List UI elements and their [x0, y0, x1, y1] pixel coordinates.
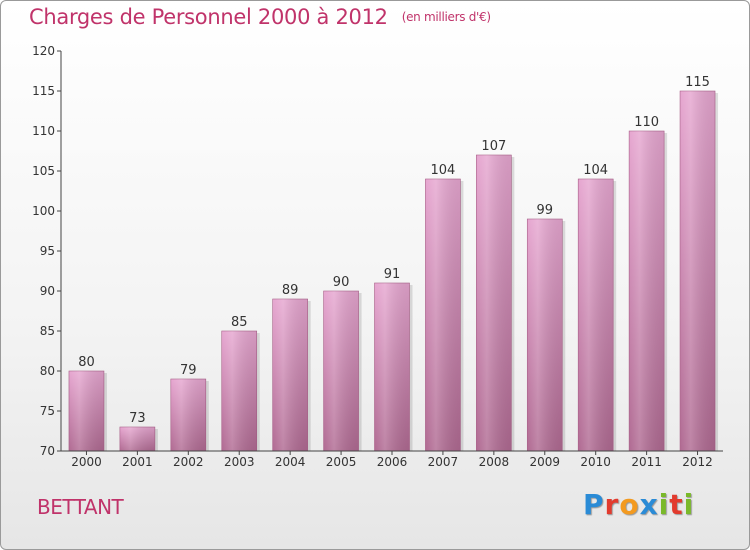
- value-label-2011: 110: [634, 115, 659, 130]
- logo-letter: x: [639, 488, 659, 521]
- bar-shine: [680, 91, 716, 451]
- x-tick-label: 2011: [631, 455, 662, 469]
- logo-letter: i: [658, 488, 670, 521]
- value-label-2003: 85: [231, 315, 248, 330]
- value-label-2001: 73: [129, 411, 146, 426]
- value-label-2005: 90: [333, 275, 350, 290]
- bar-shine: [68, 371, 104, 451]
- logo-letter: t: [669, 488, 684, 521]
- x-tick-label: 2003: [224, 455, 255, 469]
- y-tick-label: 85: [40, 324, 55, 338]
- value-label-2006: 91: [384, 267, 401, 282]
- y-tick-label: 75: [40, 404, 55, 418]
- logo-letter: i: [683, 488, 695, 521]
- x-tick-label: 2007: [428, 455, 459, 469]
- x-tick-label: 2008: [479, 455, 510, 469]
- value-label-2010: 104: [583, 163, 608, 178]
- bar-shine: [221, 331, 257, 451]
- y-tick-label: 115: [32, 84, 55, 98]
- logo-letter: P: [583, 488, 605, 521]
- value-label-2009: 99: [536, 203, 553, 218]
- x-tick-label: 2012: [682, 455, 713, 469]
- y-tick-label: 120: [32, 44, 55, 58]
- value-label-2004: 89: [282, 283, 299, 298]
- y-tick-label: 90: [40, 284, 55, 298]
- bar-shine: [374, 283, 410, 451]
- bars-group: 80 73 79 85 89 90 91 104 107 99 104 110 115: [68, 75, 719, 452]
- y-tick-label: 95: [40, 244, 55, 258]
- value-label-2000: 80: [78, 355, 95, 370]
- x-tick-label: 2005: [326, 455, 357, 469]
- y-tick-label: 105: [32, 164, 55, 178]
- x-tick-label: 2000: [71, 455, 102, 469]
- bar-shine: [170, 379, 206, 451]
- bar-shine: [476, 155, 512, 451]
- y-tick-label: 80: [40, 364, 55, 378]
- bar-shine: [323, 291, 359, 451]
- x-tick-label: 2001: [122, 455, 153, 469]
- logo-letter: r: [604, 488, 620, 521]
- y-tick-label: 110: [32, 124, 55, 138]
- bar-shine: [629, 131, 665, 451]
- bar-shine: [527, 219, 563, 451]
- y-tick-label: 100: [32, 204, 55, 218]
- chart-title: Charges de Personnel 2000 à 2012 (en mill…: [29, 5, 491, 29]
- x-tick-label: 2010: [580, 455, 611, 469]
- axes-group: 2000 2001 2002 2003 2004 2005 2006 2007 2008 2009…: [32, 44, 723, 469]
- logo-letter: o: [619, 488, 640, 521]
- commune-name: BETTANT: [37, 495, 124, 519]
- x-tick-label: 2002: [173, 455, 204, 469]
- bar-shine: [272, 299, 308, 451]
- value-label-2002: 79: [180, 363, 197, 378]
- x-tick-label: 2006: [377, 455, 408, 469]
- bar-shine: [425, 179, 461, 451]
- unit-note: (en milliers d'€): [401, 10, 491, 24]
- bar-shine: [578, 179, 614, 451]
- bar-shine: [119, 427, 155, 451]
- value-label-2007: 104: [431, 163, 456, 178]
- value-label-2008: 107: [481, 139, 506, 154]
- proxiti-logo: Proxiti: [583, 488, 694, 521]
- x-tick-label: 2004: [275, 455, 306, 469]
- x-tick-label: 2009: [529, 455, 560, 469]
- y-tick-label: 70: [40, 444, 55, 458]
- chart-title-text: Charges de Personnel 2000 à 2012: [29, 5, 388, 29]
- value-label-2012: 115: [685, 75, 710, 90]
